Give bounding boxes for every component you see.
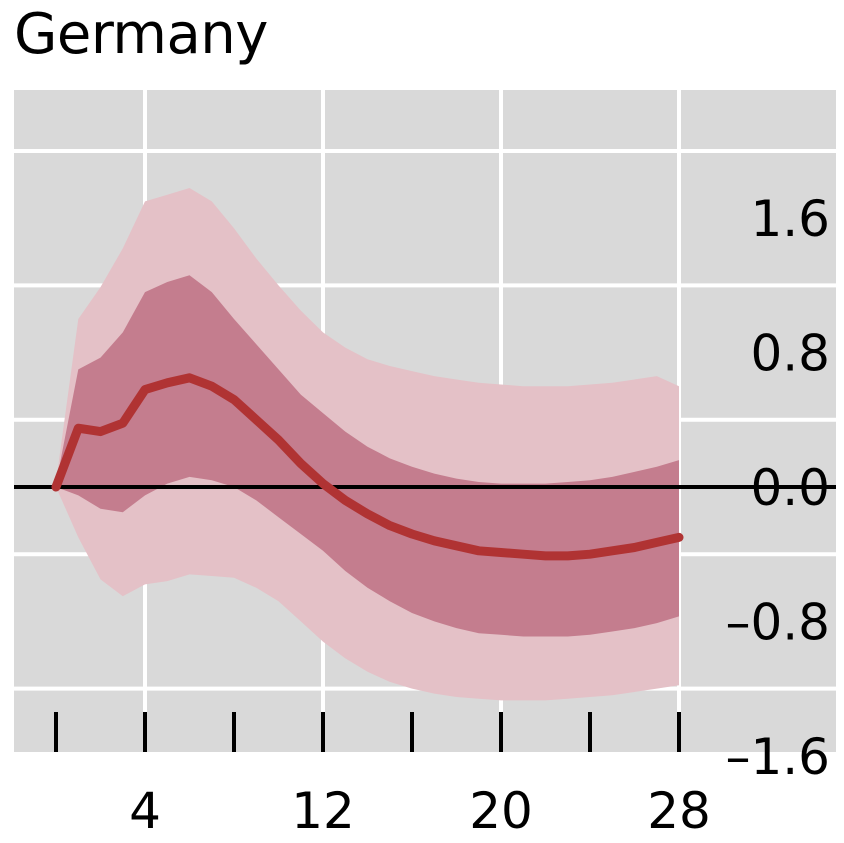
x-tick-label: 28 — [647, 782, 711, 840]
y-axis-labels: 1.6 0.8 0.0 –0.8 –1.6 — [725, 190, 830, 786]
y-tick-label: –0.8 — [725, 593, 830, 651]
x-axis-labels: 4 12 20 28 — [129, 782, 711, 840]
chart-title: Germany — [14, 2, 268, 67]
x-tick-label: 12 — [291, 782, 355, 840]
x-tick-label: 4 — [129, 782, 161, 840]
median-line — [51, 373, 684, 561]
x-axis-ticks — [54, 712, 681, 752]
x-tick-label: 20 — [469, 782, 533, 840]
y-tick-label: 0.8 — [750, 325, 830, 383]
y-tick-label: 0.0 — [750, 459, 830, 517]
y-tick-label: 1.6 — [750, 190, 830, 248]
inner-confidence-band — [56, 275, 679, 637]
y-tick-label: –1.6 — [725, 728, 830, 786]
